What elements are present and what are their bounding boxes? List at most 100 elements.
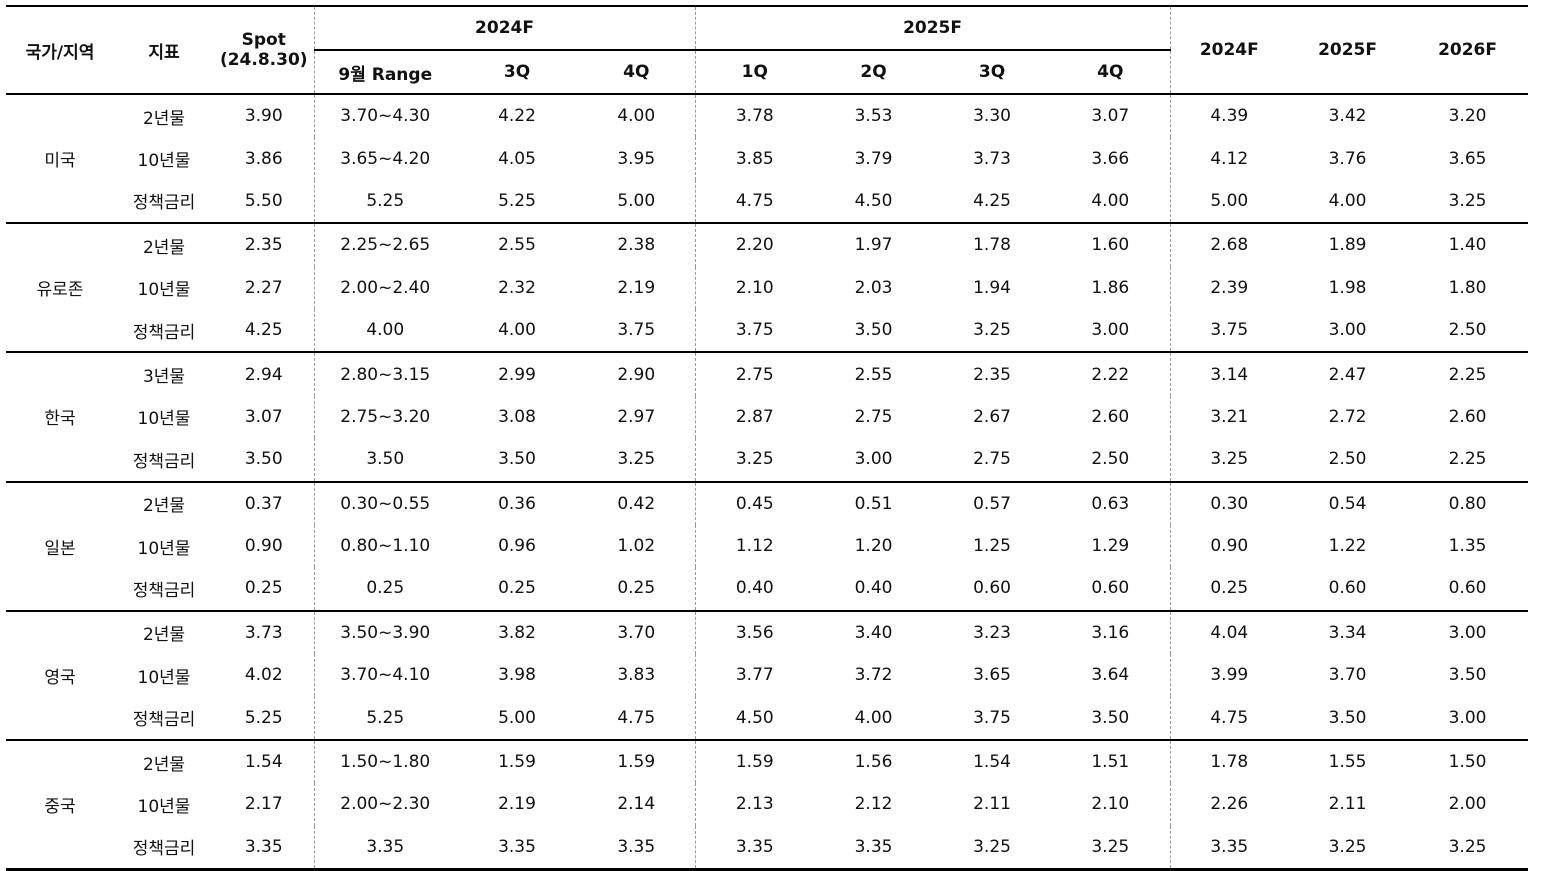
value-cell: 2.25: [1448, 449, 1487, 470]
table-row: 10년물 3.86 3.65~4.20 4.05 3.95 3.85 3.79 …: [6, 137, 1528, 180]
table-row: 정책금리 4.25 4.00 4.00 3.75 3.75 3.50 3.25 …: [6, 308, 1528, 353]
value-cell: 1.56: [854, 752, 893, 773]
value-cell: 3.75: [1169, 308, 1289, 353]
value-cell: 2.97: [617, 406, 656, 427]
value-cell: 2.47: [1328, 364, 1367, 385]
value-cell: 2.11: [973, 794, 1011, 815]
indicator-cell: 2년물: [142, 625, 186, 646]
country-cell: 유로존: [36, 280, 84, 301]
indicator-cell: 10년물: [137, 538, 191, 559]
indicator-cell: 10년물: [137, 796, 191, 817]
spot-cell: 3.90: [244, 106, 283, 127]
value-cell: 2.25: [1448, 364, 1487, 385]
value-cell: 4.00: [1091, 190, 1130, 211]
spot-cell: 3.86: [244, 148, 283, 169]
spot-cell: 3.35: [244, 836, 283, 857]
range-cell: 2.25~2.65: [313, 223, 456, 267]
value-cell: 1.60: [1091, 235, 1130, 256]
range-cell: 2.00~2.30: [313, 783, 456, 826]
spot-cell: 0.25: [244, 578, 283, 599]
value-cell: 3.08: [498, 406, 536, 427]
value-cell: 3.65: [1448, 148, 1487, 169]
value-cell: 2.32: [498, 277, 536, 298]
value-cell: 3.23: [973, 622, 1011, 643]
value-cell: 3.00: [854, 449, 893, 470]
value-cell: 1.86: [1091, 277, 1130, 298]
value-cell: 3.25: [973, 320, 1011, 341]
indicator-cell: 정책금리: [132, 322, 196, 343]
value-cell: 0.45: [694, 481, 815, 525]
value-cell: 3.00: [1091, 320, 1130, 341]
value-cell: 1.25: [973, 536, 1011, 557]
value-cell: 1.59: [498, 752, 536, 773]
value-cell: 3.25: [1448, 190, 1487, 211]
group-header-2024f: 2024F: [313, 6, 696, 51]
value-cell: 5.00: [498, 707, 536, 728]
value-cell: 3.35: [498, 836, 536, 857]
value-cell: 3.72: [854, 665, 893, 686]
value-cell: 3.70: [617, 622, 656, 643]
group-korea: 한국 3년물 2.94 2.80~3.15 2.99 2.90 2.75 2.5…: [6, 352, 1529, 482]
value-cell: 2.99: [498, 364, 536, 385]
spot-cell: 5.50: [244, 190, 283, 211]
table-row: 10년물 4.02 3.70~4.10 3.98 3.83 3.77 3.72 …: [6, 654, 1528, 697]
spot-cell: 5.25: [244, 707, 283, 728]
value-cell: 0.63: [1091, 493, 1130, 514]
value-cell: 3.35: [854, 836, 893, 857]
value-cell: 1.94: [973, 277, 1011, 298]
value-cell: 4.05: [498, 148, 536, 169]
value-cell: 3.99: [1169, 654, 1289, 697]
value-cell: 2.72: [1328, 406, 1367, 427]
value-cell: 3.25: [1328, 836, 1367, 857]
value-cell: 2.19: [617, 277, 656, 298]
value-cell: 2.19: [498, 794, 536, 815]
spot-cell: 2.35: [244, 235, 283, 256]
range-cell: 3.70~4.10: [313, 654, 456, 697]
indicator-cell: 10년물: [137, 151, 191, 172]
value-cell: 3.50: [498, 449, 536, 470]
value-cell: 0.80: [1448, 493, 1487, 514]
value-cell: 2.22: [1091, 364, 1130, 385]
value-cell: 3.83: [617, 665, 656, 686]
spot-cell: 3.07: [244, 406, 283, 427]
range-cell: 4.00: [313, 308, 456, 353]
table-row: 유로존 2년물 2.35 2.25~2.65 2.55 2.38 2.20 1.…: [6, 223, 1528, 300]
value-cell: 3.35: [617, 836, 656, 857]
value-cell: 2.35: [973, 364, 1011, 385]
value-cell: 0.60: [1328, 578, 1367, 599]
value-cell: 2.10: [1091, 794, 1130, 815]
col-header-2025-2q: 2Q: [860, 62, 887, 82]
value-cell: 3.42: [1328, 106, 1367, 127]
indicator-cell: 2년물: [142, 754, 186, 775]
range-cell: 5.25: [313, 696, 456, 740]
value-cell: 0.25: [617, 578, 656, 599]
value-cell: 3.66: [1091, 148, 1130, 169]
value-cell: 2.50: [1091, 449, 1130, 470]
value-cell: 1.80: [1448, 277, 1487, 298]
value-cell: 3.25: [973, 836, 1011, 857]
indicator-cell: 2년물: [142, 496, 186, 517]
value-cell: 0.42: [617, 493, 656, 514]
table-row: 정책금리 5.25 5.25 5.00 4.75 4.50 4.00 3.75 …: [6, 696, 1528, 740]
range-cell: 3.50: [313, 438, 456, 482]
value-cell: 4.75: [694, 179, 815, 224]
value-cell: 2.20: [694, 223, 815, 267]
value-cell: 3.73: [973, 148, 1011, 169]
indicator-cell: 10년물: [137, 409, 191, 430]
value-cell: 3.50: [1328, 707, 1367, 728]
value-cell: 0.30: [1169, 481, 1289, 525]
col-header-2024-3q: 3Q: [503, 62, 531, 82]
value-cell: 3.16: [1091, 622, 1130, 643]
col-header-annual-2025f: 2025F: [1318, 40, 1377, 60]
value-cell: 2.10: [694, 266, 815, 309]
country-cell: 일본: [44, 538, 76, 559]
value-cell: 3.35: [694, 825, 815, 870]
value-cell: 4.39: [1169, 94, 1289, 138]
value-cell: 2.55: [854, 364, 893, 385]
range-cell: 2.75~3.20: [313, 395, 456, 439]
col-header-country: 국가/지역: [25, 42, 95, 63]
group-china: 중국 2년물 1.54 1.50~1.80 1.59 1.59 1.59 1.5…: [6, 739, 1529, 870]
group-uk: 영국 2년물 3.73 3.50~3.90 3.82 3.70 3.56 3.4…: [6, 610, 1529, 740]
value-cell: 2.38: [617, 235, 656, 256]
spot-cell: 0.90: [244, 536, 283, 557]
